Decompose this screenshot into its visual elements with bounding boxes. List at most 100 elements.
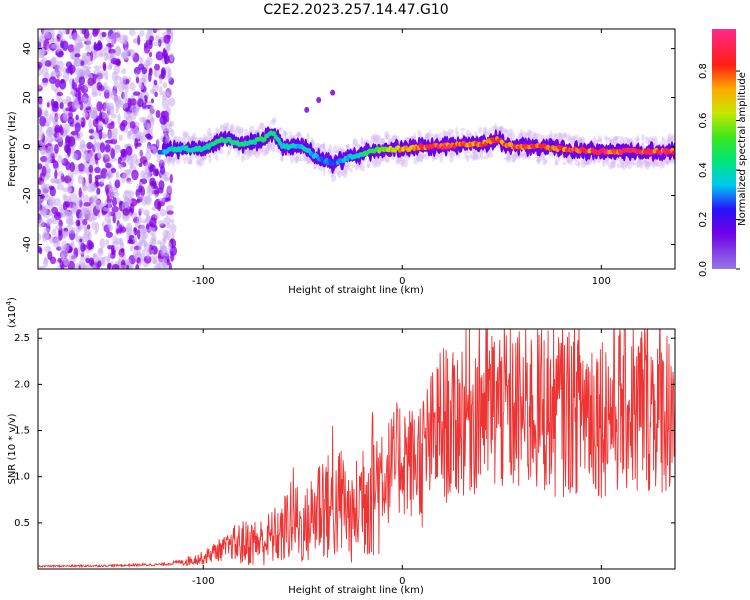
noise-blob — [96, 81, 103, 91]
halo-blob — [360, 163, 366, 172]
noise-blob — [38, 204, 41, 212]
noise-blob — [101, 221, 105, 228]
halo-blob — [286, 136, 290, 140]
halo-blob — [275, 127, 282, 131]
halo-blob — [320, 143, 325, 149]
halo-blob — [420, 153, 426, 159]
noise-blob — [86, 239, 93, 251]
spectrogram-y-tick-label: -20 — [22, 187, 33, 203]
halo-blob — [636, 134, 640, 142]
noise-blob — [44, 121, 50, 127]
halo-blob — [670, 134, 675, 141]
halo-blob — [651, 160, 655, 169]
noise-blob — [38, 130, 44, 140]
halo-blob — [296, 132, 303, 138]
halo-blob — [577, 160, 581, 168]
halo-blob — [238, 126, 244, 136]
noise-blob — [129, 82, 136, 91]
noise-blob — [114, 179, 121, 189]
noise-blob — [44, 256, 48, 265]
noise-blob — [91, 111, 99, 119]
noise-blob — [135, 263, 140, 269]
spectrogram-x-axis-label: Height of straight line (km) — [288, 285, 424, 296]
noise-blob — [139, 56, 144, 64]
noise-blob — [166, 93, 171, 98]
noise-blob — [170, 251, 174, 262]
halo-blob — [235, 125, 239, 132]
halo-blob — [616, 162, 623, 169]
noise-blob — [150, 116, 155, 123]
noise-blob — [120, 148, 127, 155]
feature-blob — [316, 97, 322, 104]
noise-blob — [93, 65, 102, 70]
noise-blob — [64, 211, 73, 218]
halo-blob — [519, 132, 523, 138]
spectrogram-y-tick-label: 40 — [22, 42, 33, 55]
noise-blob — [148, 29, 154, 37]
halo-blob — [235, 127, 238, 134]
halo-blob — [181, 137, 187, 144]
noise-blob — [93, 139, 97, 148]
snr-y-axis-label: SNR (10 * v/v) — [7, 413, 18, 484]
noise-blob — [138, 162, 143, 168]
halo-blob — [282, 130, 287, 135]
noise-blob — [154, 168, 159, 177]
halo-blob — [202, 134, 206, 139]
halo-blob — [579, 136, 585, 141]
halo-blob — [366, 159, 370, 169]
noise-blob — [124, 83, 129, 94]
noise-blob — [146, 56, 153, 66]
halo-blob — [371, 160, 374, 165]
noise-blob — [62, 230, 70, 237]
noise-blob — [141, 72, 148, 83]
snr-y-tick-label: 1.0 — [14, 472, 30, 483]
halo-blob — [424, 134, 430, 140]
halo-blob — [474, 151, 478, 157]
halo-blob — [408, 135, 414, 141]
noise-blob — [170, 223, 177, 234]
halo-blob — [183, 132, 188, 139]
noise-blob — [41, 77, 49, 83]
noise-blob — [164, 197, 171, 202]
halo-blob — [536, 156, 541, 165]
noise-blob — [88, 118, 93, 130]
noise-blob — [145, 161, 151, 168]
noise-blob — [83, 97, 91, 108]
halo-blob — [508, 128, 514, 135]
noise-blob — [42, 231, 48, 242]
halo-blob — [480, 150, 484, 160]
noise-blob — [87, 231, 92, 242]
noise-blob — [85, 263, 90, 269]
noise-blob — [42, 29, 49, 36]
halo-blob — [376, 156, 382, 165]
noise-blob — [47, 157, 52, 164]
halo-blob — [472, 154, 478, 160]
halo-blob — [208, 155, 212, 164]
halo-blob — [577, 136, 582, 144]
noise-blob — [162, 192, 170, 199]
halo-blob — [227, 149, 231, 155]
noise-blob — [71, 226, 76, 234]
noise-blob — [149, 177, 156, 187]
halo-blob — [336, 170, 343, 178]
halo-blob — [252, 149, 255, 156]
halo-blob — [289, 130, 292, 139]
halo-blob — [217, 128, 221, 133]
halo-blob — [320, 143, 326, 148]
noise-blob — [48, 76, 57, 84]
halo-blob — [636, 160, 642, 168]
spectrogram-plot-frame — [37, 28, 676, 270]
noise-blob — [58, 230, 63, 241]
halo-blob — [385, 133, 391, 140]
noise-blob — [93, 49, 97, 55]
noise-blob — [83, 202, 91, 207]
noise-blob — [151, 86, 155, 95]
noise-blob — [51, 219, 59, 225]
noise-blob — [44, 245, 52, 253]
halo-blob — [310, 136, 313, 143]
noise-blob — [163, 216, 171, 225]
noise-blob — [153, 79, 158, 86]
noise-blob — [110, 167, 117, 174]
halo-blob — [403, 159, 406, 165]
halo-blob — [370, 136, 375, 142]
